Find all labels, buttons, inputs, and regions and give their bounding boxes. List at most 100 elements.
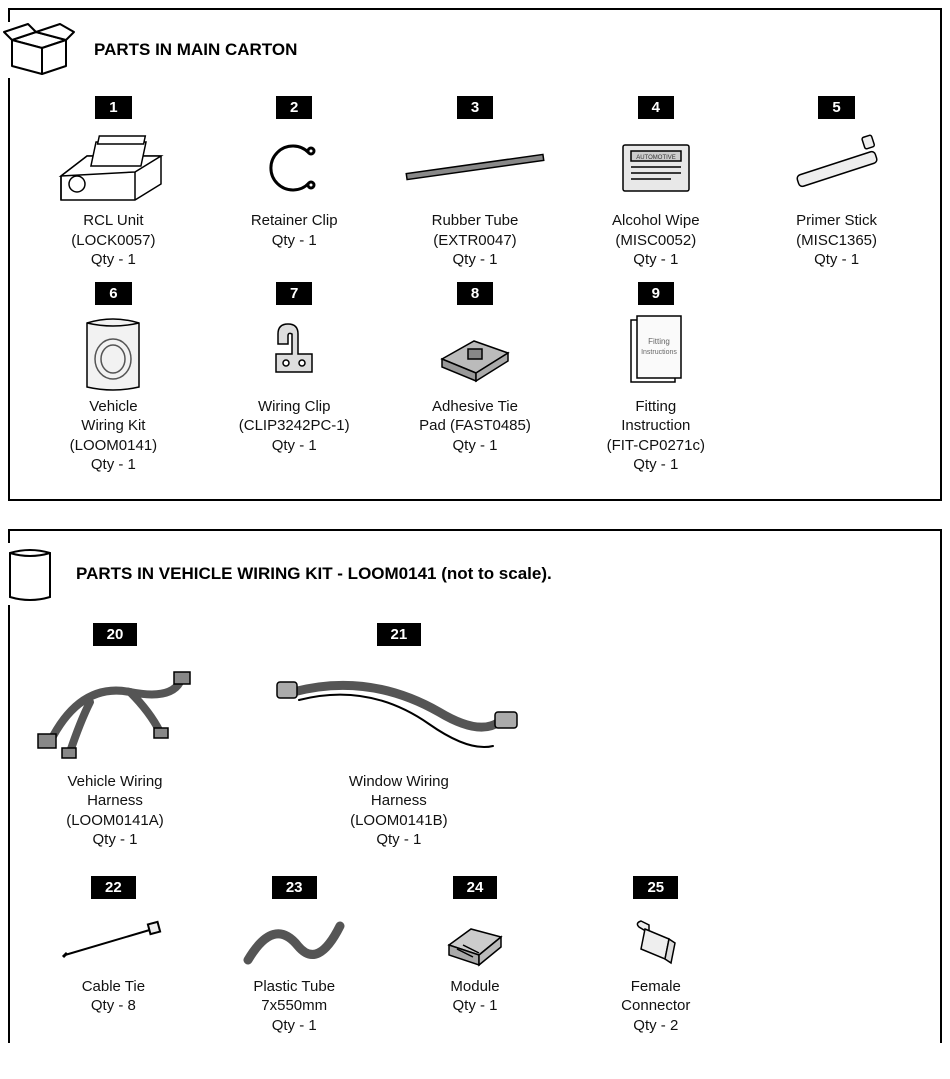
part-name: Primer Stick	[753, 211, 920, 231]
main-carton-panel: PARTS IN MAIN CARTON 1	[8, 8, 942, 501]
bag-icon	[0, 543, 60, 605]
wiring-kit-row1: 20 Vehicle WiringH	[28, 619, 922, 854]
female-connector-icon	[572, 905, 739, 977]
part-label: Primer Stick (MISC1365) Qty - 1	[753, 211, 920, 270]
part-name: Module	[392, 977, 559, 997]
part-number-badge: 2	[276, 96, 312, 119]
part-name: Window WiringHarness	[214, 772, 584, 811]
wiring-kit-header: PARTS IN VEHICLE WIRING KIT - LOOM0141 (…	[0, 543, 922, 605]
part-cell: 1 RCL Unit (LOCK0057) Qt	[28, 92, 199, 274]
part-name: Wiring Clip	[211, 397, 378, 417]
part-name: Rubber Tube	[392, 211, 559, 231]
part-label: FittingInstruction (FIT-CP0271c) Qty - 1	[572, 397, 739, 475]
part-cell: 4 AUTOMOTIVE Alcohol Wipe (MISC0052) Qty	[570, 92, 741, 274]
part-qty: Qty - 1	[392, 250, 559, 270]
carton-box-icon	[0, 22, 78, 78]
part-number-badge: 4	[638, 96, 674, 119]
part-code: (LOOM0141)	[30, 436, 197, 456]
part-qty: Qty - 1	[211, 231, 378, 251]
part-name: Retainer Clip	[211, 211, 378, 231]
part-cell: 22 Cable Tie Qty - 8	[28, 872, 199, 1040]
part-qty: Qty - 1	[214, 830, 584, 850]
part-qty: Qty - 1	[572, 250, 739, 270]
main-carton-header: PARTS IN MAIN CARTON	[0, 22, 922, 78]
part-label: Cable Tie Qty - 8	[30, 977, 197, 1016]
part-number-badge: 23	[272, 876, 317, 899]
main-carton-title: PARTS IN MAIN CARTON	[94, 40, 297, 60]
part-qty: Qty - 1	[30, 250, 197, 270]
part-cell: 2 Retainer Clip Qty - 1	[209, 92, 380, 274]
part-qty: Qty - 2	[572, 1016, 739, 1036]
part-code: (CLIP3242PC-1)	[211, 416, 378, 436]
rcl-unit-icon	[30, 125, 197, 211]
cable-tie-icon	[30, 905, 197, 977]
part-cell: 8 Adhesive TiePad (FAST0485) Qty - 1	[390, 278, 561, 479]
part-qty: Qty - 1	[572, 455, 739, 475]
wiring-kit-title: PARTS IN VEHICLE WIRING KIT - LOOM0141 (…	[76, 564, 552, 584]
part-label: Rubber Tube (EXTR0047) Qty - 1	[392, 211, 559, 270]
part-cell: 24 Module Qty - 1	[390, 872, 561, 1040]
part-code: (FIT-CP0271c)	[572, 436, 739, 456]
part-number-badge: 21	[377, 623, 422, 646]
part-qty: Qty - 1	[392, 996, 559, 1016]
part-code: (LOCK0057)	[30, 231, 197, 251]
part-name: RCL Unit	[30, 211, 197, 231]
part-label: RCL Unit (LOCK0057) Qty - 1	[30, 211, 197, 270]
part-name: Alcohol Wipe	[572, 211, 739, 231]
part-name: Adhesive TiePad (FAST0485)	[392, 397, 559, 436]
part-cell: 9 Fitting Instructions FittingInstructio…	[570, 278, 741, 479]
part-name: Vehicle WiringHarness	[30, 772, 200, 811]
part-cell: 25 FemaleConnector Qty - 2	[570, 872, 741, 1040]
part-cell: 3 Rubber Tube (EXTR0047) Qty - 1	[390, 92, 561, 274]
part-qty: Qty - 1	[30, 455, 197, 475]
wiring-kit-panel: PARTS IN VEHICLE WIRING KIT - LOOM0141 (…	[8, 529, 942, 1044]
part-code: (LOOM0141A)	[30, 811, 200, 831]
part-name: Plastic Tube7x550mm	[211, 977, 378, 1016]
module-icon	[392, 905, 559, 977]
svg-text:Fitting: Fitting	[648, 337, 670, 346]
main-carton-grid: 1 RCL Unit (LOCK0057) Qt	[28, 92, 922, 479]
part-number-badge: 9	[638, 282, 674, 305]
part-cell: 20 Vehicle WiringH	[28, 619, 202, 854]
part-label: Plastic Tube7x550mm Qty - 1	[211, 977, 378, 1036]
part-label: Module Qty - 1	[392, 977, 559, 1016]
part-code: (MISC1365)	[753, 231, 920, 251]
part-code: (MISC0052)	[572, 231, 739, 251]
part-qty: Qty - 1	[211, 1016, 378, 1036]
fitting-instruction-icon: Fitting Instructions	[572, 311, 739, 397]
part-code: (LOOM0141B)	[214, 811, 584, 831]
wiring-clip-icon	[211, 311, 378, 397]
adhesive-tie-pad-icon	[392, 311, 559, 397]
part-label: Retainer Clip Qty - 1	[211, 211, 378, 250]
part-qty: Qty - 1	[211, 436, 378, 456]
part-cell: 23 Plastic Tube7x550mm Qty - 1	[209, 872, 380, 1040]
part-name: VehicleWiring Kit	[30, 397, 197, 436]
part-number-badge: 22	[91, 876, 136, 899]
part-qty: Qty - 1	[753, 250, 920, 270]
part-qty: Qty - 1	[30, 830, 200, 850]
part-name: FemaleConnector	[572, 977, 739, 1016]
part-name: FittingInstruction	[572, 397, 739, 436]
part-number-badge: 3	[457, 96, 493, 119]
part-number-badge: 6	[95, 282, 131, 305]
part-label: Vehicle WiringHarness (LOOM0141A) Qty - …	[30, 772, 200, 850]
part-number-badge: 7	[276, 282, 312, 305]
wiring-kit-row2: 22 Cable Tie Qty - 8 23	[28, 872, 922, 1040]
part-label: FemaleConnector Qty - 2	[572, 977, 739, 1036]
primer-stick-icon	[753, 125, 920, 211]
part-label: Adhesive TiePad (FAST0485) Qty - 1	[392, 397, 559, 456]
svg-text:Instructions: Instructions	[641, 349, 677, 356]
part-qty: Qty - 8	[30, 996, 197, 1016]
part-cell: 7 Wiring Clip (CLIP3242PC-1) Qty - 1	[209, 278, 380, 479]
svg-text:AUTOMOTIVE: AUTOMOTIVE	[636, 155, 676, 161]
vehicle-wiring-harness-icon	[30, 652, 200, 772]
part-label: Wiring Clip (CLIP3242PC-1) Qty - 1	[211, 397, 378, 456]
part-number-badge: 1	[95, 96, 131, 119]
part-number-badge: 5	[818, 96, 854, 119]
plastic-tube-icon	[211, 905, 378, 977]
part-qty: Qty - 1	[392, 436, 559, 456]
part-name: Cable Tie	[30, 977, 197, 997]
alcohol-wipe-icon: AUTOMOTIVE	[572, 125, 739, 211]
part-number-badge: 8	[457, 282, 493, 305]
part-number-badge: 25	[633, 876, 678, 899]
